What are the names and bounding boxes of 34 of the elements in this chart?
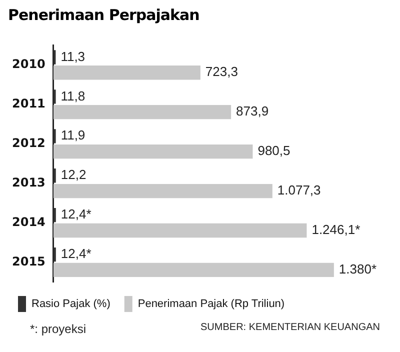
bar	[53, 247, 56, 262]
bar	[53, 262, 334, 278]
bar	[53, 129, 56, 144]
bar	[53, 90, 56, 104]
data-label: 1.077,3	[277, 182, 321, 198]
y-tick-label: 2015	[12, 254, 46, 268]
y-tick-label: 2013	[12, 175, 46, 190]
y-tick-label: 2010	[12, 57, 46, 72]
chart-title: Penerimaan Perpajakan	[7, 5, 200, 26]
bar	[53, 168, 56, 183]
data-label: 12,2	[60, 167, 86, 182]
data-label: 980,5	[258, 143, 290, 158]
y-tick-label: 2014	[12, 214, 46, 229]
data-label: 11,9	[60, 128, 86, 143]
data-label: 12,4*	[60, 246, 92, 262]
data-label: 873,9	[236, 104, 269, 119]
data-label: 12,4*	[60, 206, 92, 222]
data-label: 723,3	[205, 64, 238, 80]
legend-label: Rasio Pajak (%)	[32, 298, 110, 310]
bar	[53, 184, 272, 198]
data-label: 11,3	[60, 48, 86, 64]
bar	[53, 144, 253, 159]
bar	[53, 66, 200, 80]
text: *: proyeksi	[30, 322, 86, 336]
data-label: 1.246,1*	[312, 222, 360, 238]
bar	[53, 223, 307, 238]
y-tick-label: 2011	[12, 96, 46, 111]
bar	[53, 208, 56, 222]
legend-label: Penerimaan Pajak (Rp Triliun)	[138, 298, 285, 310]
bar	[53, 105, 232, 120]
data-label: 1.380*	[338, 262, 377, 277]
text: SUMBER: KEMENTERIAN KEUANGAN	[200, 322, 380, 335]
y-tick-label: 2012	[12, 136, 46, 150]
data-label: 11,8	[60, 88, 86, 104]
